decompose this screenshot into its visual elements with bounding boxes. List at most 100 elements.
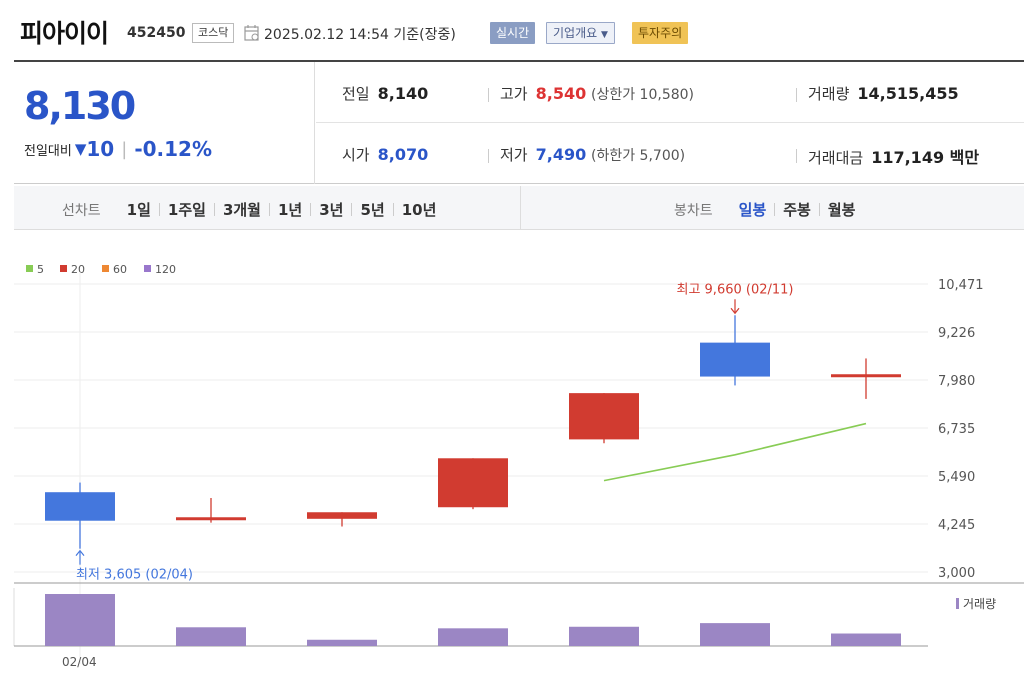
candle-body — [45, 492, 115, 521]
divider — [310, 203, 312, 216]
legend-label-2: 60 — [113, 263, 127, 276]
candle-body — [176, 517, 246, 521]
divider — [818, 203, 820, 216]
y-tick-label: 5,490 — [938, 470, 975, 485]
candle-body — [307, 512, 377, 519]
tab-1d[interactable]: 1일 — [126, 201, 151, 219]
divider — [268, 203, 270, 216]
volume-bar — [307, 639, 377, 646]
current-price: 8,130 — [24, 84, 136, 128]
tab-10y[interactable]: 10년 — [401, 201, 437, 219]
investment-caution-badge: 투자주의 — [632, 22, 689, 44]
tab-monthly[interactable]: 월봉 — [827, 201, 856, 219]
min-arrowhead-icon — [75, 549, 85, 557]
tab-1w[interactable]: 1주일 — [167, 201, 206, 219]
tab-3y[interactable]: 3년 — [319, 201, 344, 219]
tab-3m[interactable]: 3개월 — [222, 201, 261, 219]
prev-close-value: 8,140 — [377, 84, 429, 103]
amount-label: 거래대금 — [808, 149, 864, 167]
y-tick-label: 7,980 — [938, 374, 975, 389]
change-percent: -0.12% — [134, 137, 212, 161]
low-label: 저가 — [500, 146, 528, 164]
volume-bar — [700, 623, 770, 646]
legend-label-1: 20 — [71, 263, 85, 276]
divider — [351, 203, 353, 216]
volume-value: 14,515,455 — [857, 84, 959, 103]
dropdown-arrow-icon: ▼ — [601, 30, 608, 40]
tab-daily[interactable]: 일봉 — [738, 201, 767, 219]
divider — [158, 203, 160, 216]
min-annotation: 최저 3,605 (02/04) — [76, 568, 193, 583]
high-value: 8,540 — [535, 84, 587, 103]
line-chart-title: 선차트 — [62, 202, 101, 219]
volume-legend-label: 거래량 — [963, 597, 996, 611]
divider — [213, 203, 215, 216]
low-value: 7,490 — [535, 145, 587, 164]
volume-bar — [176, 627, 246, 646]
divider — [488, 149, 489, 163]
high-label: 고가 — [500, 85, 528, 103]
open-value: 8,070 — [377, 145, 429, 164]
legend-swatch-0 — [26, 265, 33, 272]
stock-code: 452450 — [127, 25, 186, 41]
market-badge: 코스닥 — [192, 23, 235, 43]
candle-chart-title: 봉차트 — [674, 202, 713, 219]
x-tick-label: 02/04 — [62, 655, 97, 669]
candlestick-chart: 5 20 60 120 10,471 9,226 7,980 6,735 5,490 4,245 3… — [13, 263, 1024, 669]
y-tick-label: 3,000 — [938, 566, 975, 581]
calendar-icon — [244, 25, 259, 41]
open-cell: 시가 8,070 — [342, 144, 428, 165]
legend-label-0: 5 — [37, 263, 44, 276]
divider — [774, 203, 776, 216]
tab-1y[interactable]: 1년 — [277, 201, 303, 219]
max-arrowhead-icon — [730, 307, 740, 315]
legend-swatch-3 — [144, 265, 151, 272]
stats-row-1: 전일 8,140 고가 8,540 (상한가 10,580) 거래량 14,515,4… — [316, 62, 1024, 123]
candle-body — [569, 393, 639, 440]
legend-swatch-1 — [60, 265, 67, 272]
volume-label: 거래량 — [808, 85, 850, 103]
legend-label-3: 120 — [155, 263, 176, 276]
divider — [796, 88, 797, 102]
upper-limit: (상한가 10,580) — [591, 87, 695, 103]
divider — [796, 149, 797, 163]
tab-5y[interactable]: 5년 — [360, 201, 385, 219]
change-value: 10 — [86, 137, 115, 161]
realtime-badge[interactable]: 실시간 — [490, 22, 536, 44]
y-tick-label: 6,735 — [938, 422, 975, 437]
divider — [520, 186, 521, 230]
down-arrow-icon: ▼ — [74, 140, 87, 158]
candle-chart-tabs: 봉차트 일봉 주봉 월봉 — [674, 199, 863, 220]
candle-body — [831, 374, 901, 378]
stats-row-2: 시가 8,070 저가 7,490 (하한가 5,700) 거래대금 117,149 … — [316, 123, 1024, 184]
volume-bar — [831, 633, 901, 646]
candle-body — [700, 342, 770, 377]
current-price-box: 8,130 전일대비 ▼ 10 | -0.12% — [14, 62, 315, 184]
company-overview-dropdown[interactable]: 기업개요 ▼ — [546, 22, 615, 44]
price-panel: 8,130 전일대비 ▼ 10 | -0.12% 전일 8,140 고가 8,540… — [14, 60, 1024, 184]
prev-close-label: 전일 — [342, 85, 370, 103]
price-change: 전일대비 ▼ 10 | -0.12% — [24, 137, 212, 161]
tab-weekly[interactable]: 주봉 — [783, 201, 811, 219]
low-cell: 저가 7,490 (하한가 5,700) — [500, 144, 685, 165]
lower-limit: (하한가 5,700) — [591, 148, 686, 164]
volume-bar — [438, 628, 508, 646]
stock-name: 피아이이 — [20, 19, 109, 48]
volume-bar — [45, 594, 115, 646]
stock-header: 피아이이 452450 코스닥 2025.02.12 14:54 기준(장중) … — [0, 0, 1024, 58]
y-tick-label: 10,471 — [938, 278, 984, 293]
volume-cell: 거래량 14,515,455 — [808, 83, 959, 104]
high-cell: 고가 8,540 (상한가 10,580) — [500, 83, 694, 104]
price-stats: 전일 8,140 고가 8,540 (상한가 10,580) 거래량 14,515,4… — [316, 62, 1024, 184]
company-overview-label: 기업개요 — [553, 26, 598, 40]
change-label: 전일대비 — [24, 143, 72, 159]
volume-bar — [569, 626, 639, 646]
chart-tabs-bar: 선차트 1일 1주일 3개월 1년 3년 5년 10년 봉차트 일봉 주봉 월봉 — [14, 186, 1024, 230]
divider — [488, 88, 489, 102]
ma5-line — [603, 422, 867, 482]
volume-legend-swatch — [956, 598, 959, 609]
legend-swatch-2 — [102, 265, 109, 272]
candle-body — [438, 458, 508, 508]
divider — [392, 203, 394, 216]
y-tick-label: 4,245 — [938, 518, 975, 533]
